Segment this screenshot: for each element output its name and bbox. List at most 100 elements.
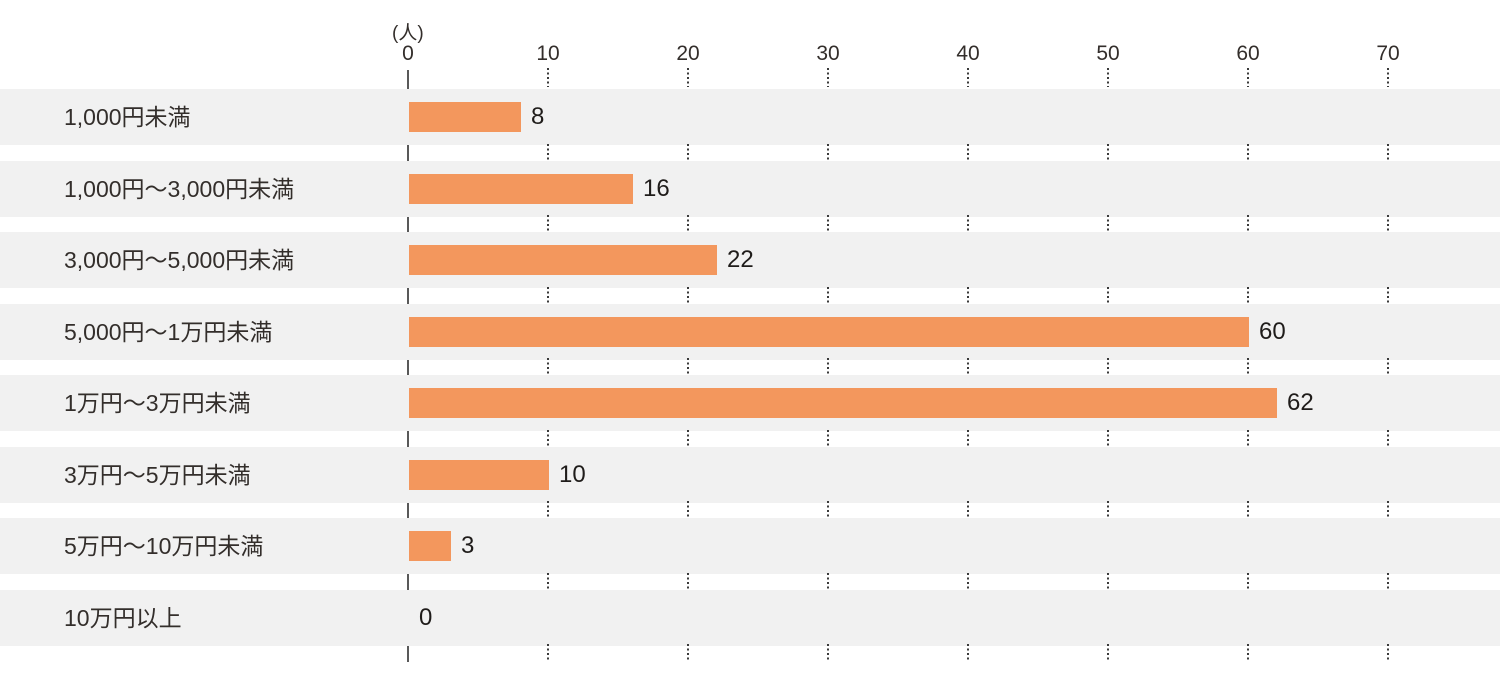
value-label: 22 <box>727 246 754 273</box>
gridline-dots <box>547 501 549 519</box>
x-tick-label: 60 <box>1236 42 1260 65</box>
row-band <box>0 518 1500 574</box>
gridline-dots <box>547 286 549 305</box>
row-band <box>0 589 1500 646</box>
gridline-dots <box>1107 501 1109 519</box>
x-tick-label: 40 <box>956 42 980 65</box>
gridline-dots <box>1247 644 1249 662</box>
gridline-dots <box>687 501 689 519</box>
x-tick-label: 50 <box>1096 42 1120 65</box>
gridline-dots <box>1387 572 1389 591</box>
x-tick-label: 70 <box>1376 42 1400 65</box>
gridline-dots <box>827 68 829 87</box>
bar <box>409 245 717 275</box>
gridline-dots <box>1247 286 1249 305</box>
gridline-dots <box>967 358 969 376</box>
gridline-dots <box>547 429 549 448</box>
gridline-dots <box>1107 358 1109 376</box>
gridline-dots <box>967 286 969 305</box>
gridline-dots <box>967 143 969 162</box>
gridline-dots <box>1387 644 1389 662</box>
x-tick-label: 0 <box>402 42 414 65</box>
gridline-dots <box>1107 215 1109 233</box>
bar <box>409 459 549 490</box>
gridline-dots <box>827 501 829 519</box>
gridline-dots <box>967 572 969 591</box>
row-band <box>0 446 1500 503</box>
gridline-dots <box>1107 68 1109 87</box>
value-label: 0 <box>419 603 433 631</box>
gridline-dots <box>1247 68 1249 87</box>
category-label: 5,000円〜1万円未満 <box>64 318 273 345</box>
gridline-dots <box>687 358 689 376</box>
value-label: 10 <box>559 460 586 488</box>
row-band <box>0 160 1500 217</box>
gridline-dots <box>1247 572 1249 591</box>
bar <box>409 531 451 561</box>
gridline-dots <box>687 572 689 591</box>
gridline-dots <box>687 644 689 662</box>
gridline-dots <box>1387 68 1389 87</box>
bar <box>409 173 633 204</box>
gridline-dots <box>967 644 969 662</box>
bar <box>409 388 1277 418</box>
gridline-dots <box>687 215 689 233</box>
value-label: 60 <box>1259 317 1286 345</box>
value-label: 3 <box>461 532 475 559</box>
gridline-dots <box>967 215 969 233</box>
gridline-dots <box>547 572 549 591</box>
y-axis-line <box>407 70 409 662</box>
gridline-dots <box>687 286 689 305</box>
x-tick-label: 20 <box>676 42 700 65</box>
gridline-dots <box>547 644 549 662</box>
gridline-dots <box>547 358 549 376</box>
gridline-dots <box>1107 644 1109 662</box>
gridline-dots <box>967 68 969 87</box>
value-label: 8 <box>531 103 545 130</box>
row-band <box>0 89 1500 145</box>
gridline-dots <box>827 572 829 591</box>
gridline-dots <box>1247 143 1249 162</box>
x-tick-label: 30 <box>816 42 840 65</box>
gridline-dots <box>547 143 549 162</box>
category-label: 1,000円未満 <box>64 104 191 130</box>
gridline-dots <box>1107 429 1109 448</box>
category-label: 1万円〜3万円未満 <box>64 390 251 416</box>
gridline-dots <box>1247 215 1249 233</box>
category-label: 1,000円〜3,000円未満 <box>64 175 295 202</box>
gridline-dots <box>827 143 829 162</box>
gridline-dots <box>827 286 829 305</box>
gridline-dots <box>687 143 689 162</box>
gridline-dots <box>1387 501 1389 519</box>
gridline-dots <box>967 501 969 519</box>
gridline-dots <box>1107 143 1109 162</box>
row-band <box>0 232 1500 288</box>
gridline-dots <box>1387 143 1389 162</box>
gridline-dots <box>1107 572 1109 591</box>
gridline-dots <box>1247 501 1249 519</box>
gridline-dots <box>827 215 829 233</box>
gridline-dots <box>1387 429 1389 448</box>
category-label: 3,000円〜5,000円未満 <box>64 247 295 273</box>
gridline-dots <box>1247 358 1249 376</box>
gridline-dots <box>1247 429 1249 448</box>
gridline-dots <box>1387 286 1389 305</box>
gridline-dots <box>827 358 829 376</box>
category-label: 5万円〜10万円未満 <box>64 533 264 559</box>
gridline-dots <box>1107 286 1109 305</box>
bar <box>409 316 1249 347</box>
category-label: 3万円〜5万円未満 <box>64 461 251 488</box>
axis-unit-label: (人) <box>392 23 424 44</box>
bar <box>409 102 521 132</box>
gridline-dots <box>1387 358 1389 376</box>
gridline-dots <box>547 68 549 87</box>
x-tick-label: 10 <box>536 42 560 65</box>
value-label: 62 <box>1287 389 1314 416</box>
gridline-dots <box>1387 215 1389 233</box>
gridline-dots <box>827 429 829 448</box>
gridline-dots <box>827 644 829 662</box>
gridline-dots <box>967 429 969 448</box>
gridline-dots <box>687 68 689 87</box>
gridline-dots <box>547 215 549 233</box>
